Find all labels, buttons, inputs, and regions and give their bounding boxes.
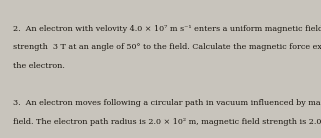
Text: strength  3 T at an angle of 50° to the field. Calculate the magnetic force exer: strength 3 T at an angle of 50° to the f…: [13, 43, 321, 51]
Text: 2.  An electron with velovity 4.0 × 10⁷ m s⁻¹ enters a uniform magnetic field of: 2. An electron with velovity 4.0 × 10⁷ m…: [13, 25, 321, 33]
Text: the electron.: the electron.: [13, 62, 65, 70]
Text: field. The electron path radius is 2.0 × 10² m, magnetic field strength is 2.0 ×: field. The electron path radius is 2.0 ×…: [13, 118, 321, 126]
Text: 3.  An electron moves following a circular path in vacuum influenced by magnetic: 3. An electron moves following a circula…: [13, 99, 321, 107]
